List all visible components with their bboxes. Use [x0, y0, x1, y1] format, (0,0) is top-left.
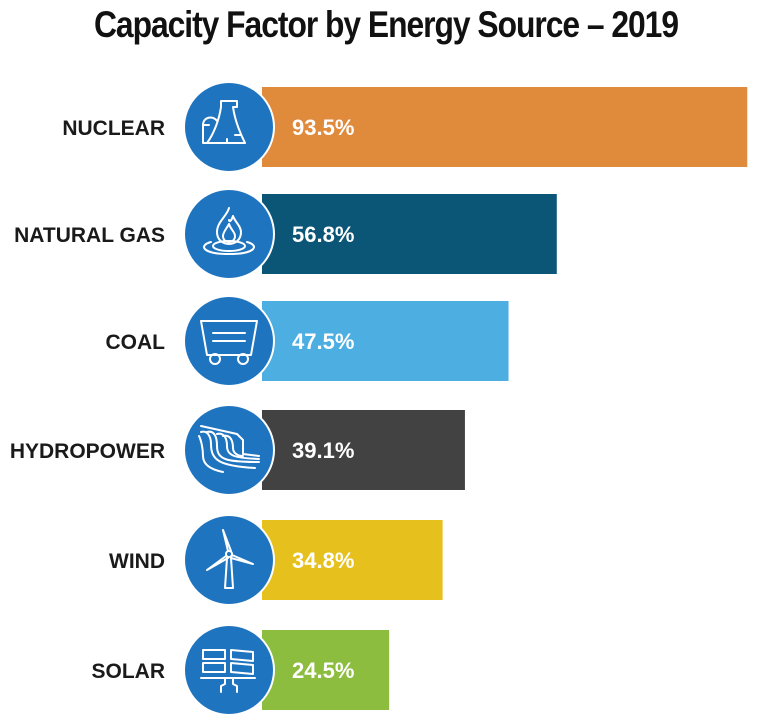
icon-circle — [185, 626, 273, 714]
value-label: 56.8% — [292, 222, 354, 247]
cooling-tower-icon — [202, 100, 246, 144]
bar-row: COAL 47.5% — [106, 295, 509, 387]
icon-circle — [185, 406, 273, 494]
wind-turbine-icon — [206, 529, 254, 589]
bars-layer: NUCLEAR 93.5% NATURAL GAS 56.8% COAL 47.5% HYD… — [10, 81, 748, 716]
bar-row: NUCLEAR 93.5% — [62, 81, 748, 173]
category-label: COAL — [106, 331, 166, 354]
bar — [262, 87, 748, 167]
solar-panel-icon — [200, 649, 256, 693]
dam-waterfall-icon — [198, 425, 260, 473]
bar-row: WIND 34.8% — [109, 514, 443, 606]
bar — [262, 194, 557, 274]
bar — [262, 520, 443, 600]
bar — [262, 301, 509, 381]
value-label: 39.1% — [292, 438, 354, 463]
chart-title: Capacity Factor by Energy Source – 2019 — [93, 4, 679, 45]
value-label: 93.5% — [292, 115, 354, 140]
bar-row: SOLAR 24.5% — [92, 624, 390, 716]
category-label: SOLAR — [92, 660, 166, 683]
value-label: 24.5% — [292, 658, 354, 683]
category-label: HYDROPOWER — [10, 440, 165, 463]
value-label: 34.8% — [292, 548, 354, 573]
value-label: 47.5% — [292, 329, 354, 354]
category-label: NATURAL GAS — [14, 224, 165, 247]
icon-circle — [185, 516, 273, 604]
bar-row: HYDROPOWER 39.1% — [10, 404, 465, 496]
category-label: NUCLEAR — [62, 117, 165, 140]
category-label: WIND — [109, 550, 165, 573]
gas-flame-icon — [203, 207, 255, 255]
icon-circle — [185, 83, 273, 171]
bar-row: NATURAL GAS 56.8% — [14, 188, 557, 280]
icon-circle — [185, 190, 273, 278]
bar — [262, 410, 465, 490]
bar — [262, 630, 390, 710]
coal-cart-icon — [200, 320, 258, 365]
